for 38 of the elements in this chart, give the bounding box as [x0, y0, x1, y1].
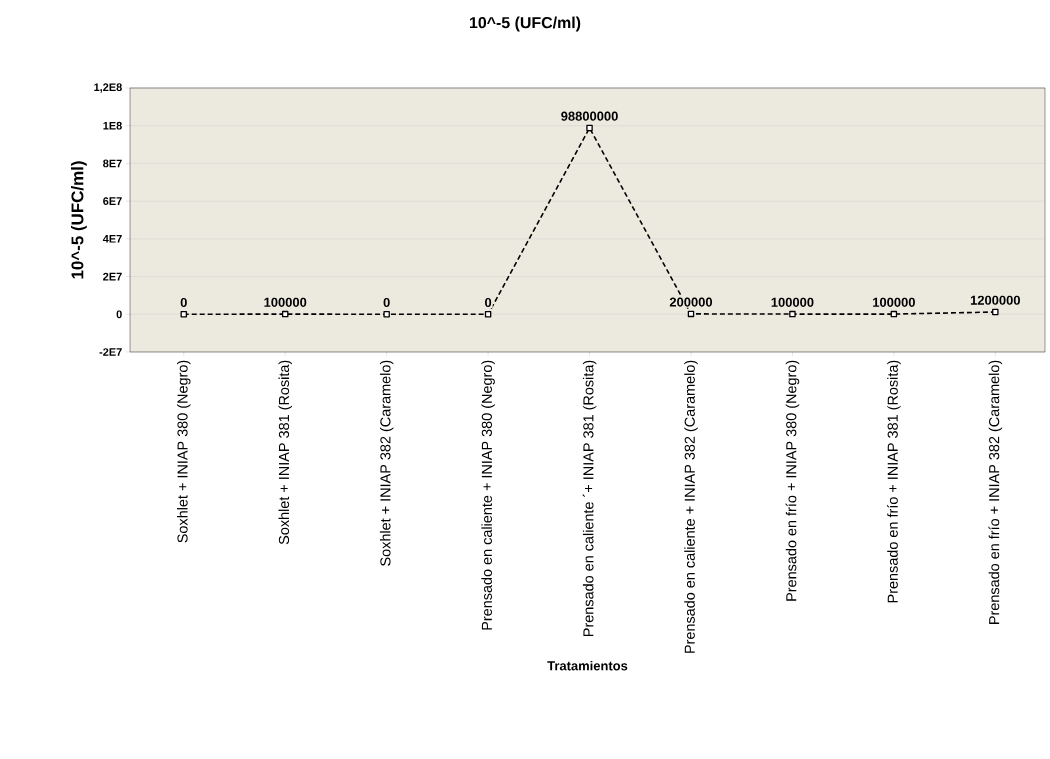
y-tick-label: 1E8 [103, 121, 122, 130]
data-label: 0 [180, 297, 187, 308]
x-tick-label: Soxhlet + INIAP 382 (Caramelo) [379, 360, 394, 566]
point [789, 310, 796, 318]
data-label: 0 [485, 297, 492, 308]
x-tick-label: Prensado en caliente ´+ INIAP 381 (Rosita) [582, 360, 597, 636]
x-tick-label: Prensado en caliente + INIAP 382 (Caramelo) [684, 360, 698, 653]
y-axis-title: 10^-5 (UFC/ml) [70, 161, 87, 279]
point [180, 311, 188, 318]
data-label: 100000 [873, 297, 915, 307]
point [687, 310, 695, 318]
x-tick-label: Soxhlet + INIAP 380 (Negro) [177, 360, 191, 543]
x-tick-label: Prensado en frío + INIAP 381 (Rosita) [887, 360, 901, 603]
data-label: 200000 [669, 297, 713, 307]
data-label: 100000 [264, 297, 307, 307]
x-tick-label: Prensado en frío + INIAP 382 (Caramelo) [988, 360, 1003, 624]
chart-title: 10^-5 (UFC/ml) [469, 16, 581, 32]
x-tick-label: Prensado en caliente + INIAP 380 (Negro) [481, 360, 495, 630]
data-label: 0 [383, 297, 390, 308]
x-tick-label: Soxhlet + INIAP 381 (Rosita) [278, 360, 292, 545]
point [281, 310, 289, 318]
x-tick-label: Prensado en frío + INIAP 380 (Negro) [785, 360, 800, 601]
data-label: 98800000 [561, 111, 618, 121]
data-label: 100000 [771, 297, 814, 307]
y-tick-label: 4E7 [102, 235, 122, 243]
x-axis-title: Tratamientos [547, 660, 628, 671]
point [484, 311, 492, 318]
point [586, 124, 593, 132]
y-tick-label: -2E7 [99, 348, 122, 356]
y-tick-label: 2E7 [103, 272, 122, 281]
y-tick-label: 8E7 [103, 159, 122, 168]
point [383, 311, 390, 318]
point [890, 310, 898, 318]
point [992, 308, 999, 316]
y-tick-label: 6E7 [103, 197, 122, 206]
data-label: 1200000 [970, 295, 1020, 305]
y-tick-label: 0 [116, 310, 122, 319]
y-tick-label: 1,2E8 [94, 83, 122, 93]
